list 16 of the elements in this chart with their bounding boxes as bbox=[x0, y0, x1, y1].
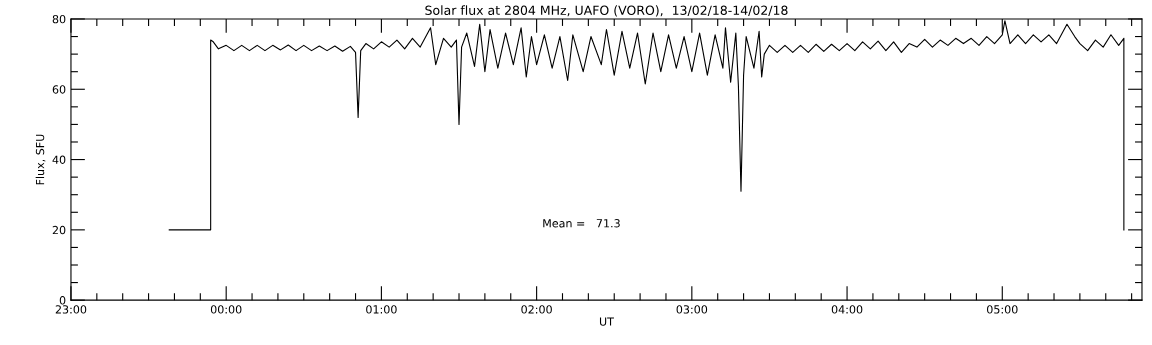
chart-title: Solar flux at 2804 MHz, UAFO (VORO), 13/02/18-14/02/18 bbox=[425, 5, 788, 17]
x-axis-title: UT bbox=[599, 317, 614, 326]
x-tick-label: 01:00 bbox=[366, 305, 397, 314]
x-tick-label: 03:00 bbox=[676, 305, 708, 314]
y-tick-label: 20 bbox=[52, 225, 66, 235]
y-axis-title: Flux, SFU bbox=[35, 134, 46, 185]
x-tick-label: 04:00 bbox=[831, 305, 863, 314]
x-tick-label: 00:00 bbox=[210, 305, 242, 314]
x-tick-label: 05:00 bbox=[987, 305, 1018, 314]
y-tick-label: 60 bbox=[52, 85, 66, 94]
annotation: Mean = 71.3 bbox=[543, 219, 620, 228]
y-tick-label: 80 bbox=[52, 14, 66, 24]
y-tick-label: 0 bbox=[59, 296, 66, 305]
x-tick-label: 02:00 bbox=[521, 305, 552, 314]
y-tick-label: 40 bbox=[52, 155, 66, 164]
x-tick-label: 23:00 bbox=[55, 305, 87, 314]
